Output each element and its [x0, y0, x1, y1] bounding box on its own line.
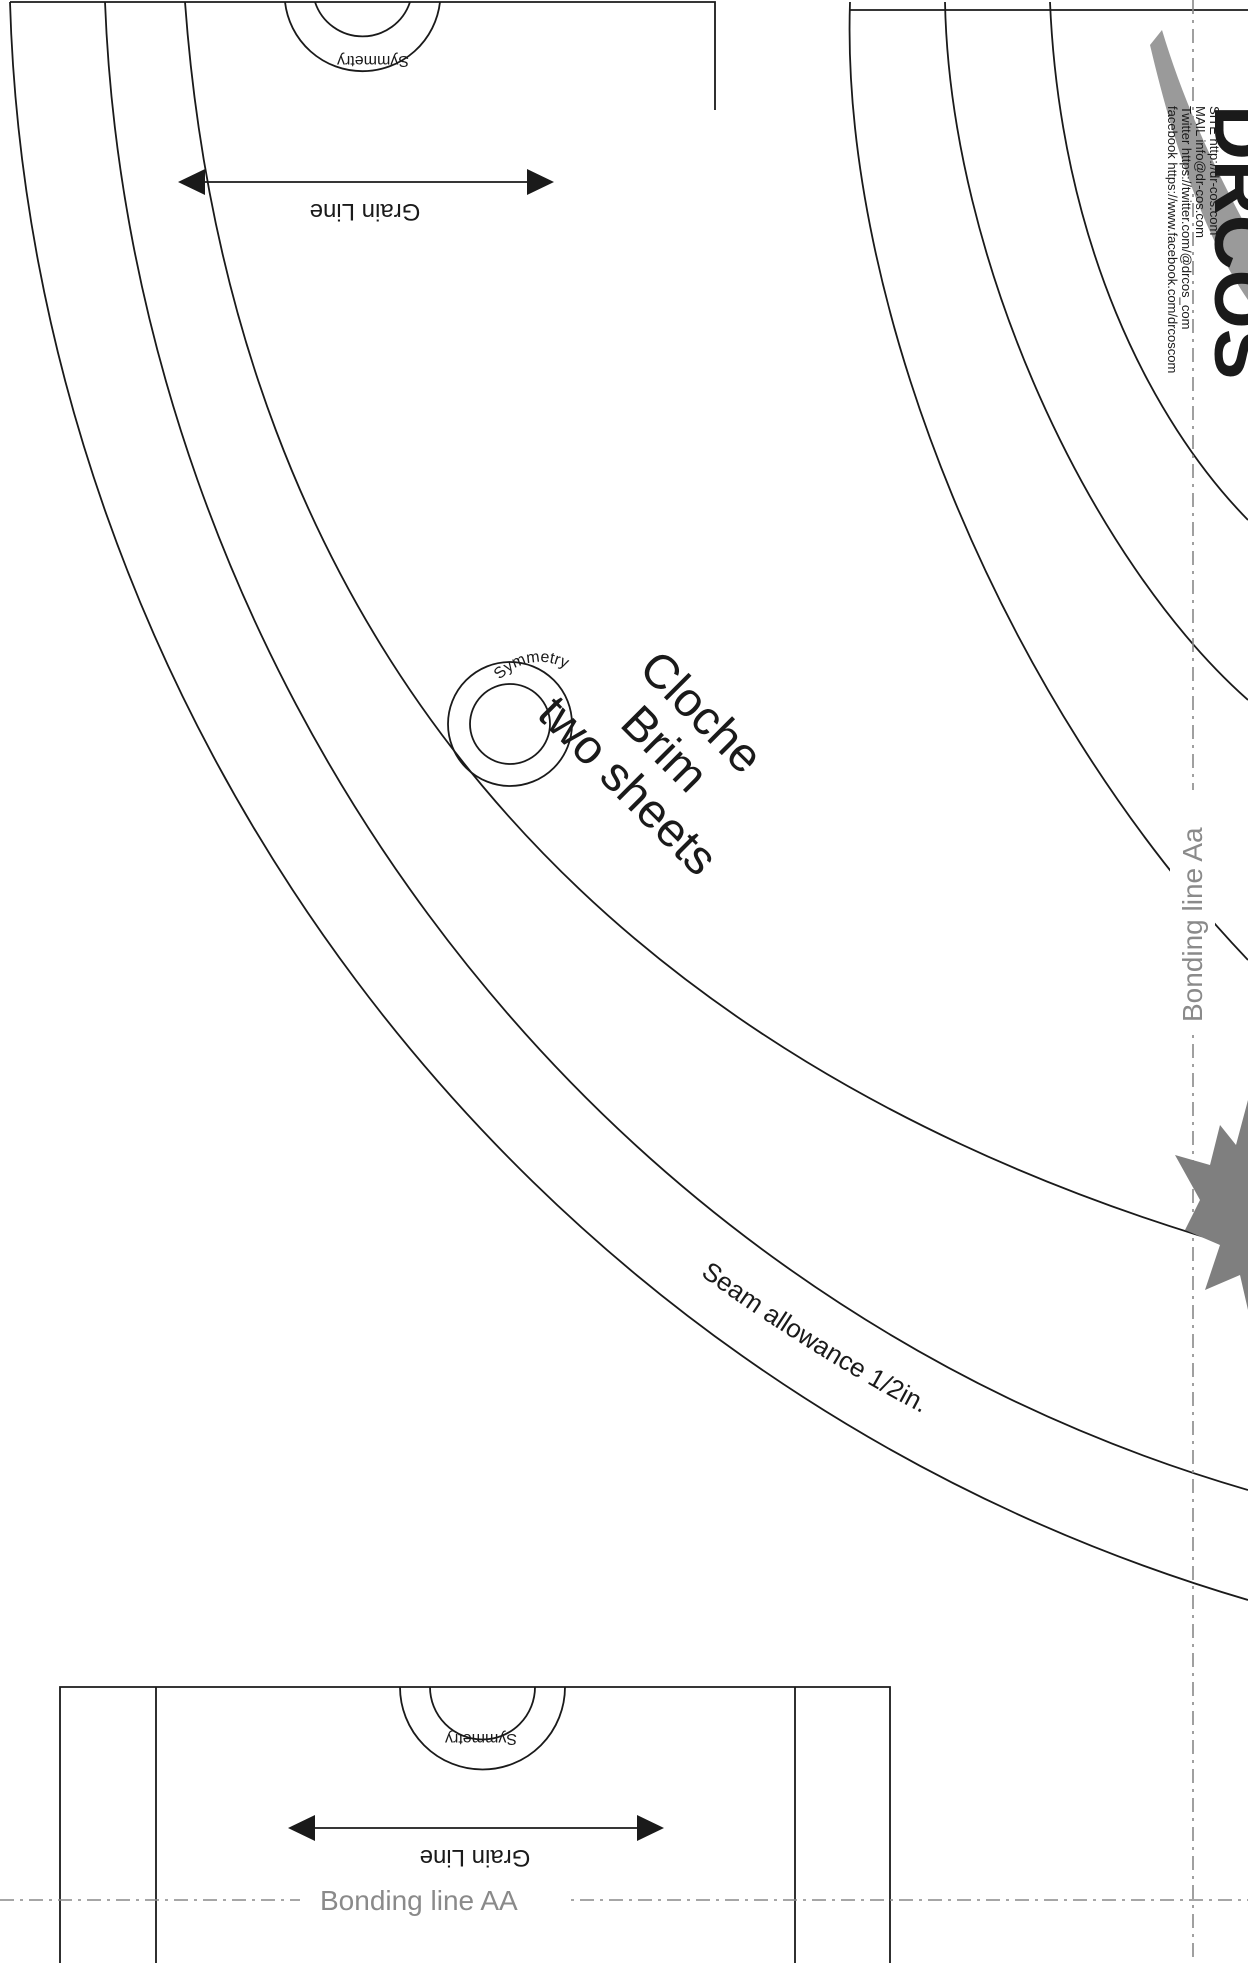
emblem-star-icon	[1175, 1100, 1248, 1310]
seam-allowance-label: Seam allowance 1/2in.	[697, 1256, 934, 1419]
symmetry-label: Symmetry	[445, 1730, 517, 1747]
grain-line-marker-top: Grain Line	[178, 169, 554, 225]
symmetry-label: Symmetry	[337, 52, 409, 69]
brim-inner-seam-line	[185, 2, 1248, 1250]
grain-line-label: Grain Line	[310, 198, 421, 225]
symmetry-marker-top: Symmetry	[285, 2, 440, 71]
seam-allowance-text: Seam allowance 1/2in.	[697, 1256, 934, 1419]
grain-line-label: Grain Line	[420, 1844, 531, 1871]
band-piece	[60, 1687, 890, 1963]
arrow-left-icon	[288, 1815, 315, 1841]
symmetry-ring-inner	[315, 2, 410, 36]
brand-block: DRCOS SITE http://dr-cos.com MAIL info@d…	[1150, 30, 1248, 379]
symmetry-label-path: Symmetry	[491, 649, 571, 683]
brand-mail: MAIL info@dr-cos.com	[1193, 106, 1208, 238]
arrow-right-icon	[527, 169, 554, 195]
symmetry-label: Symmetry	[491, 649, 571, 683]
symmetry-marker-bottom: Symmetry	[400, 1687, 565, 1770]
brand-twitter: Twitter https://twitter.com/@drcos_com	[1179, 106, 1194, 329]
symmetry-ring-outer	[400, 1687, 565, 1770]
arrow-left-icon	[178, 169, 205, 195]
piece-title: Cloche Brim two sheets	[528, 613, 801, 886]
bonding-line-horizontal-label: Bonding line AA	[320, 1885, 518, 1916]
band-piece-outline	[60, 1687, 890, 1963]
symmetry-label-text: Symmetry	[445, 1730, 517, 1747]
brand-facebook: facebook https://www.facebook.com/drcosc…	[1165, 106, 1180, 373]
grain-line-marker-bottom: Grain Line	[288, 1815, 664, 1871]
bonding-line-vertical-label: Bonding line Aa	[1177, 827, 1208, 1022]
brand-site: SITE http://dr-cos.com	[1207, 106, 1222, 235]
arrow-right-icon	[637, 1815, 664, 1841]
symmetry-label-text: Symmetry	[337, 52, 409, 69]
